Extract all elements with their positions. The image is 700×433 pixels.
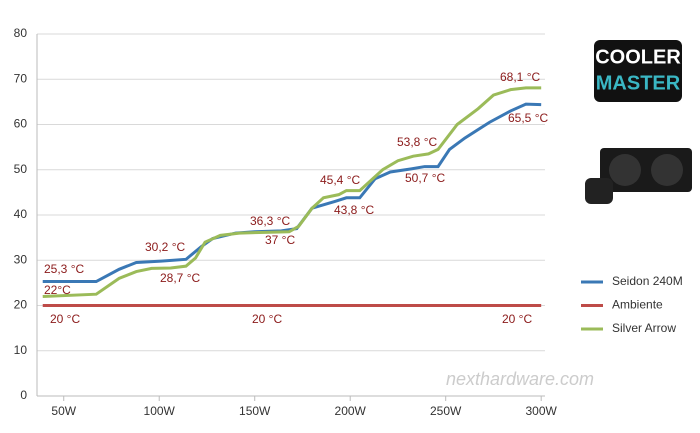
legend-label: Seidon 240M (612, 274, 683, 288)
cooler-image (585, 148, 692, 204)
series-line (42, 102, 542, 284)
y-tick-label: 0 (20, 388, 27, 402)
annotation: 50,7 °C (405, 171, 445, 185)
annotation: 28,7 °C (160, 271, 200, 285)
annotation: 36,3 °C (250, 214, 290, 228)
y-tick-label: 80 (14, 26, 28, 40)
logo-text: COOLER (595, 46, 681, 68)
x-tick-label: 300W (526, 404, 558, 418)
x-tick-label: 150W (239, 404, 271, 418)
logo-text: MASTER (596, 72, 681, 94)
annotation: 22°C (44, 283, 71, 297)
logo-bg (594, 40, 682, 102)
y-tick-label: 20 (14, 298, 28, 312)
annotation: 43,8 °C (334, 203, 374, 217)
annotation: 25,3 °C (44, 262, 84, 276)
annotation: 37 °C (265, 233, 295, 247)
x-tick-label: 200W (335, 404, 367, 418)
legend-label: Silver Arrow (612, 321, 676, 335)
annotation: 20 °C (50, 312, 80, 326)
series-line (42, 86, 542, 298)
x-tick-label: 250W (430, 404, 462, 418)
y-tick-label: 30 (14, 252, 28, 266)
x-tick-label: 100W (144, 404, 176, 418)
watermark: nexthardware.com (446, 369, 594, 389)
y-tick-label: 70 (14, 71, 28, 85)
annotation: 20 °C (252, 312, 282, 326)
y-tick-label: 50 (14, 162, 28, 176)
y-tick-label: 10 (14, 343, 28, 357)
logo: COOLER MASTER (594, 40, 682, 102)
annotation: 53,8 °C (397, 135, 437, 149)
annotation: 68,1 °C (500, 70, 540, 84)
annotation: 20 °C (502, 312, 532, 326)
y-tick-label: 40 (14, 207, 28, 221)
legend-label: Ambiente (612, 298, 663, 312)
y-tick-label: 60 (14, 117, 28, 131)
annotation: 45,4 °C (320, 173, 360, 187)
x-tick-label: 50W (51, 404, 76, 418)
annotation: 30,2 °C (145, 240, 185, 254)
annotation: 65,5 °C (508, 111, 548, 125)
